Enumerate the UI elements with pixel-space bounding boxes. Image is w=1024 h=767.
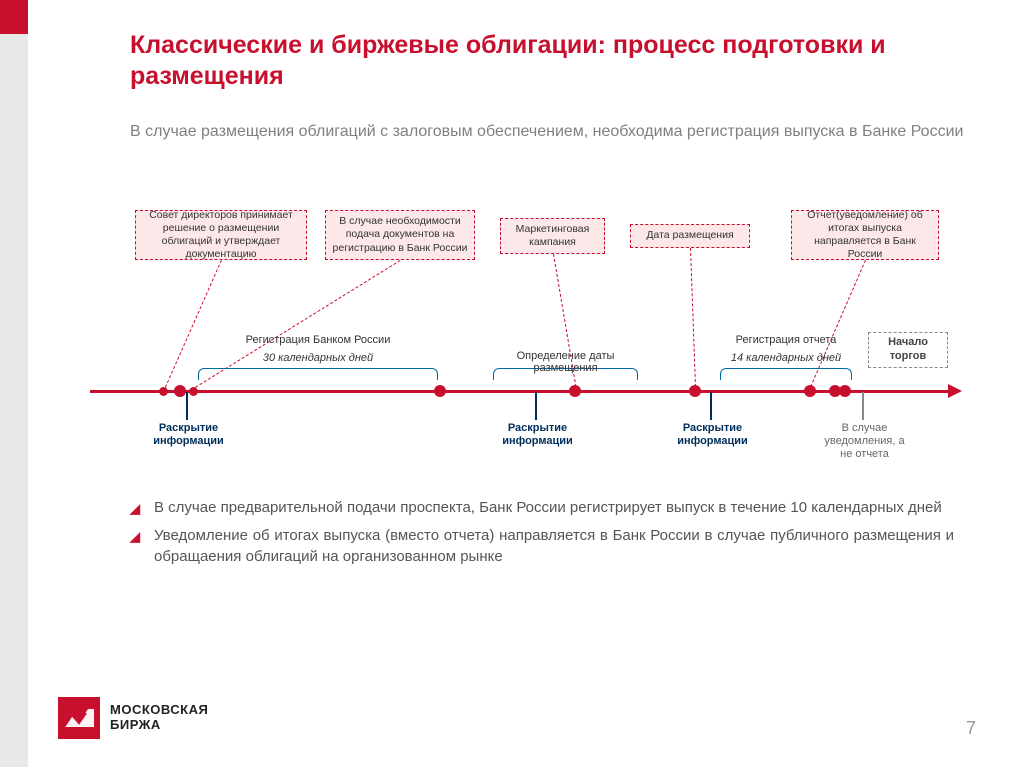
timeline-dot [174, 385, 186, 397]
timeline-dot [434, 385, 446, 397]
below-tick [535, 392, 537, 420]
below-label: Раскрытие информации [141, 422, 236, 448]
bracket [720, 368, 852, 380]
end-box: Начало торгов [868, 332, 948, 368]
below-tick [710, 392, 712, 420]
page-title: Классические и биржевые облигации: проце… [130, 30, 974, 93]
logo-block: МОСКОВСКАЯ БИРЖА [58, 697, 208, 739]
stage-box: В случае необходимости подача документов… [325, 210, 475, 260]
bracket-sublabel: 14 календарных дней [720, 352, 852, 364]
timeline-dot [189, 387, 198, 396]
logo-line2: БИРЖА [110, 718, 208, 733]
below-label: Раскрытие информации [490, 422, 585, 448]
below-label: В случае уведомления, а не отчета [817, 422, 912, 462]
bullet-marker-icon: ◢ [130, 500, 140, 518]
timeline-axis [90, 390, 950, 393]
bracket-label: Регистрация отчета [720, 334, 852, 346]
stripe-accent [0, 0, 28, 34]
timeline-diagram: Совет директоров принимает решение о раз… [90, 210, 970, 480]
stage-box: Отчет(уведомление) об итогах выпуска нап… [791, 210, 939, 260]
timeline-dot [159, 387, 168, 396]
bullet-item: ◢ Уведомление об итогах выпуска (вместо о… [130, 526, 954, 567]
bracket [198, 368, 438, 380]
connector-line [690, 248, 696, 387]
bracket-label: Определение даты размещения [493, 350, 638, 374]
below-tick [862, 392, 864, 420]
intro-text: В случае размещения облигаций с залоговы… [130, 121, 974, 143]
bullet-text: В случае предварительной подачи проспект… [154, 498, 942, 518]
page-number: 7 [966, 718, 976, 739]
content-area: Классические и биржевые облигации: проце… [130, 30, 974, 142]
stage-box: Маркетинговая кампания [500, 218, 605, 254]
timeline-dot [839, 385, 851, 397]
bullet-text: Уведомление об итогах выпуска (вместо от… [154, 526, 954, 567]
below-label: Раскрытие информации [665, 422, 760, 448]
side-stripe [0, 0, 28, 767]
bullet-list: ◢ В случае предварительной подачи проспек… [130, 498, 954, 575]
stripe-grey [0, 34, 28, 767]
logo-icon [58, 697, 100, 739]
logo-text: МОСКОВСКАЯ БИРЖА [110, 703, 208, 733]
bullet-item: ◢ В случае предварительной подачи проспек… [130, 498, 954, 518]
logo-line1: МОСКОВСКАЯ [110, 703, 208, 718]
bracket-sublabel: 30 календарных дней [198, 352, 438, 364]
stage-box: Дата размещения [630, 224, 750, 248]
bullet-marker-icon: ◢ [130, 528, 140, 567]
bracket-label: Регистрация Банком России [198, 334, 438, 346]
below-tick [186, 392, 188, 420]
stage-box: Совет директоров принимает решение о раз… [135, 210, 307, 260]
